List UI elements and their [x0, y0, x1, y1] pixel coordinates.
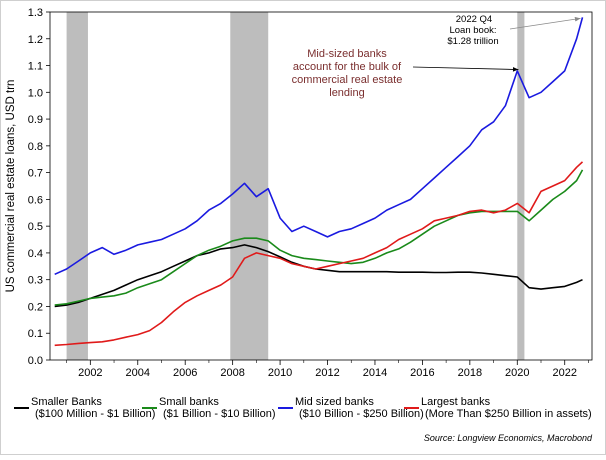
y-tick-label-11: 1.1: [28, 61, 43, 73]
y-axis-label: US commercial real estate loans, USD trn: [5, 80, 17, 293]
x-tick-label-7: 2016: [410, 367, 434, 379]
legend-label-2-1: ($10 Billion - $250 Billion): [299, 408, 424, 420]
y-tick-label-8: 0.8: [28, 141, 43, 153]
y-tick-label-0: 0.0: [28, 355, 43, 367]
annotation-q4-line-0: 2022 Q4: [456, 14, 492, 25]
y-tick-label-9: 0.9: [28, 114, 43, 126]
x-tick-label-10: 2022: [552, 367, 576, 379]
x-tick-label-2: 2006: [173, 367, 197, 379]
legend-label-1-0: Small banks: [159, 396, 219, 408]
legend-label-3-0: Largest banks: [421, 396, 491, 408]
legend-label-2-0: Mid sized banks: [295, 396, 374, 408]
y-tick-label-12: 1.2: [28, 34, 43, 46]
series-lines: [54, 17, 584, 347]
y-tick-label-13: 1.3: [28, 7, 43, 19]
y-tick-label-5: 0.5: [28, 221, 43, 233]
legend: Smaller Banks($100 Million - $1 Billion)…: [14, 396, 592, 420]
y-tick-label-1: 0.1: [28, 328, 43, 340]
x-tick-label-4: 2010: [268, 367, 292, 379]
series-line-0: [54, 244, 583, 308]
recession-band-1: [230, 12, 269, 360]
y-tick-label-2: 0.2: [28, 301, 43, 313]
y-tick-label-3: 0.3: [28, 275, 43, 287]
x-tick-label-1: 2004: [126, 367, 150, 379]
annotation-q4-arrow: [509, 16, 581, 30]
plot-area: [49, 11, 593, 361]
x-tick-label-9: 2020: [505, 367, 529, 379]
x-tick-label-3: 2008: [220, 367, 244, 379]
annotation-midsized-line-1: account for the bulk of: [293, 61, 402, 73]
legend-label-0-1: ($100 Million - $1 Billion): [35, 408, 155, 420]
legend-label-1-1: ($1 Billion - $10 Billion): [163, 408, 276, 420]
annotation-midsized-line-3: lending: [329, 87, 364, 99]
recession-band-0: [66, 12, 88, 360]
recession-shading: [66, 12, 525, 360]
annotation-midsized-line-0: Mid-sized banks: [307, 48, 387, 60]
x-tick-label-5: 2012: [315, 367, 339, 379]
y-tick-label-7: 0.7: [28, 168, 43, 180]
y-axis: 0.0 0.1 0.2 0.3 0.4 0.5 0.6 0.7 0.8 0.9 1.0 1.1 1.2 1…: [28, 7, 50, 367]
series-line-3: [54, 161, 584, 347]
x-tick-label-0: 2002: [78, 367, 102, 379]
series-line-2: [54, 17, 584, 276]
y-tick-label-4: 0.4: [28, 248, 43, 260]
source-note: Source: Longview Economics, Macrobond: [424, 433, 593, 443]
annotation-q4-line-2: $1.28 trillion: [447, 36, 498, 47]
legend-label-3-1: (More Than $250 Billion in assets): [425, 408, 592, 420]
x-axis: 2002 2004 2006 2008 2010 2012 2014 2016 2018 2020…: [66, 360, 589, 379]
x-tick-label-6: 2014: [363, 367, 387, 379]
annotation-midsized-arrow: [412, 66, 519, 72]
y-tick-label-10: 1.0: [28, 87, 43, 99]
x-tick-label-8: 2018: [458, 367, 482, 379]
legend-label-0-0: Smaller Banks: [31, 396, 102, 408]
y-tick-label-6: 0.6: [28, 194, 43, 206]
annotation-midsized-line-2: commercial real estate: [292, 74, 403, 86]
recession-band-2: [517, 12, 525, 360]
annotation-q4-line-1: Loan book:: [449, 25, 496, 36]
